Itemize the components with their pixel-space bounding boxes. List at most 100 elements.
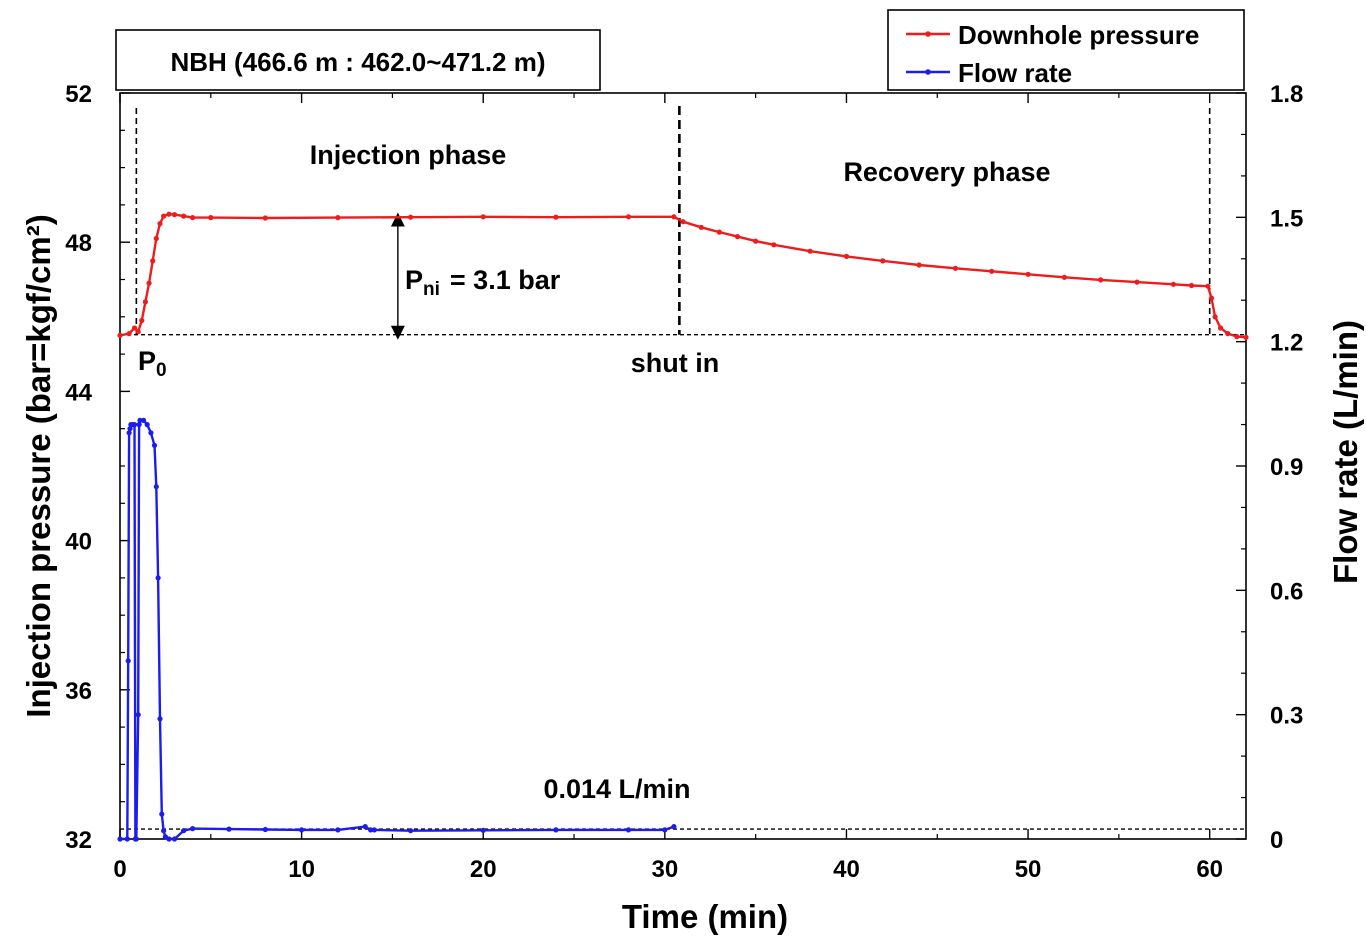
- downhole-pressure-series-line: [119, 212, 1247, 339]
- pni-value: = 3.1 bar: [450, 265, 561, 295]
- flow-rate-point: [124, 836, 130, 842]
- y-left-tick-label: 40: [65, 529, 92, 556]
- downhole-pressure-point: [843, 253, 850, 259]
- downhole-pressure-point: [1061, 274, 1067, 280]
- downhole-pressure-point: [680, 219, 686, 225]
- flow-rate-point: [161, 828, 167, 834]
- downhole-pressure-point: [1098, 277, 1104, 283]
- flow-value-label: 0.014 L/min: [543, 774, 690, 804]
- legend-flow-marker: [925, 69, 931, 75]
- flow-rate-point: [144, 422, 150, 428]
- downhole-pressure-point: [135, 329, 141, 335]
- p0-subscript: 0: [156, 360, 167, 381]
- ticks-layer: 0 10 20 30 40 50 60 32 36 40 44 48 52 0 0.3 0.6 0.9 1.2 1.…: [65, 81, 1303, 883]
- downhole-pressure-point: [916, 262, 922, 268]
- downhole-pressure-point: [753, 238, 759, 244]
- x-tick-label: 0: [113, 856, 126, 883]
- downhole-pressure-point: [126, 331, 132, 337]
- flow-rate-point: [136, 422, 142, 428]
- p0-label: P0: [138, 346, 167, 381]
- x-tick-label: 30: [651, 856, 678, 883]
- flow-rate-point: [126, 430, 132, 436]
- flow-rate-point: [362, 824, 368, 830]
- downhole-pressure-point: [335, 215, 341, 221]
- downhole-pressure-point: [208, 215, 214, 221]
- y-right-tick-label: 1.5: [1270, 205, 1303, 232]
- flow-rate-point: [171, 836, 178, 842]
- downhole-pressure-point: [139, 317, 145, 324]
- flow-rate-point: [335, 827, 341, 833]
- downhole-pressure-point: [553, 214, 559, 220]
- injection-phase-label: Injection phase: [310, 140, 507, 170]
- flow-rate-point: [137, 417, 143, 423]
- x-tick-label: 50: [1015, 856, 1042, 883]
- downhole-pressure-point: [153, 235, 159, 242]
- legend-pressure-label: Downhole pressure: [958, 20, 1199, 50]
- downhole-pressure-point: [408, 214, 414, 220]
- flow-rate-point: [625, 827, 632, 833]
- flow-rate-point: [135, 712, 141, 718]
- recovery-phase-label: Recovery phase: [843, 157, 1050, 187]
- flow-rate-point: [408, 828, 414, 834]
- y-left-tick-label: 48: [65, 230, 92, 257]
- flow-rate-point: [190, 826, 196, 832]
- x-tick-label: 60: [1196, 856, 1223, 883]
- flow-rate-point: [166, 836, 172, 842]
- y-left-tick-label: 32: [65, 827, 92, 854]
- flow-rate-point: [181, 828, 187, 834]
- flow-rate-point: [133, 836, 139, 842]
- pni-main: P: [405, 265, 423, 295]
- downhole-pressure-point: [716, 229, 722, 235]
- flow-rate-point: [299, 827, 305, 833]
- flow-rate-point: [125, 658, 131, 664]
- downhole-pressure-point: [190, 215, 196, 221]
- downhole-pressure-point: [146, 280, 152, 286]
- flow-rate-point: [148, 430, 154, 436]
- legend-flow-label: Flow rate: [958, 58, 1072, 88]
- flow-rate-point: [157, 716, 163, 722]
- downhole-pressure-point: [1205, 283, 1211, 289]
- series-layer: [117, 211, 1249, 842]
- downhole-pressure-point: [734, 234, 741, 240]
- y-right-tick-label: 0: [1270, 827, 1283, 854]
- flow-rate-point: [262, 826, 268, 833]
- downhole-pressure-point: [989, 268, 995, 274]
- flow-rate-point: [141, 417, 147, 423]
- downhole-pressure-point: [262, 215, 268, 221]
- y-right-axis-title: Flow rate (L/min): [1327, 320, 1364, 584]
- shut-in-label: shut in: [631, 348, 720, 378]
- flow-rate-point: [553, 827, 559, 833]
- y-left-tick-label: 44: [65, 379, 92, 406]
- downhole-pressure-point: [1134, 279, 1140, 285]
- flow-rate-point: [371, 827, 377, 833]
- downhole-pressure-point: [1188, 282, 1195, 289]
- reference-lines: [120, 106, 1246, 830]
- x-tick-label: 20: [470, 856, 497, 883]
- title-box-text: NBH (466.6 m : 462.0~471.2 m): [170, 47, 545, 77]
- flow-rate-point: [226, 826, 232, 832]
- flow-rate-point: [117, 836, 123, 842]
- downhole-pressure-point: [1208, 295, 1215, 301]
- y-right-tick-label: 1.2: [1270, 330, 1303, 357]
- downhole-pressure-point: [1025, 271, 1031, 277]
- downhole-pressure-point: [880, 258, 886, 264]
- y-left-tick-label: 36: [65, 678, 92, 705]
- downhole-pressure-point: [157, 221, 163, 227]
- legend-pressure-marker: [925, 31, 931, 37]
- downhole-pressure-point: [807, 248, 813, 254]
- flow-rate-point: [151, 442, 158, 448]
- y-right-tick-label: 1.8: [1270, 81, 1303, 108]
- downhole-pressure-point: [1225, 331, 1231, 337]
- downhole-pressure-point: [150, 258, 156, 264]
- x-tick-label: 40: [833, 856, 860, 883]
- flow-rate-point: [153, 484, 159, 490]
- pni-label: Pni = 3.1 bar: [405, 265, 561, 300]
- legend-frame: [887, 9, 1245, 91]
- downhole-pressure-point: [1234, 334, 1240, 340]
- downhole-pressure-point: [171, 212, 178, 218]
- downhole-pressure-point: [480, 214, 486, 220]
- downhole-pressure-point: [625, 214, 632, 220]
- flow-rate-point: [131, 422, 138, 428]
- downhole-pressure-point: [161, 213, 167, 219]
